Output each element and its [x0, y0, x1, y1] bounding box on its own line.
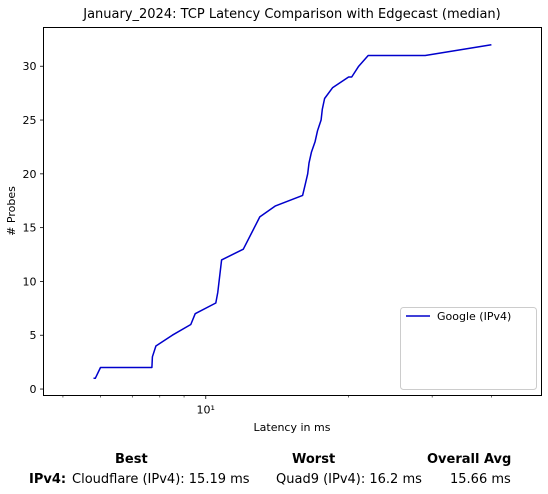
y-axis-ticks: 0 5 10 15 20 25 30: [23, 60, 44, 396]
series-line-0: [93, 43, 492, 380]
summary-best-header: Best: [115, 452, 148, 467]
plot-lines: [93, 43, 492, 380]
y-tick-label: 15: [23, 222, 37, 235]
summary-row-label: IPv4:: [29, 472, 67, 487]
y-tick-label: 30: [23, 60, 37, 73]
y-tick-label: 10: [23, 275, 37, 288]
y-tick-label: 20: [23, 168, 37, 181]
y-axis-label: # Probes: [5, 186, 18, 236]
legend-box: [400, 307, 537, 390]
y-tick-label: 25: [23, 114, 37, 127]
legend-label-0: Google (IPv4): [437, 310, 511, 323]
y-tick-label: 5: [30, 329, 37, 342]
latency-chart: January_2024: TCP Latency Comparison wit…: [5, 7, 542, 434]
summary-worst-header: Worst: [292, 452, 336, 467]
summary-worst-value: Quad9 (IPv4): 16.2 ms: [276, 472, 422, 487]
x-tick-label: 10¹: [197, 404, 215, 417]
plot-frame: [43, 27, 542, 396]
summary-best-value: Cloudflare (IPv4): 15.19 ms: [72, 472, 250, 487]
y-tick-label: 0: [30, 383, 37, 396]
x-axis-ticks: 10¹: [62, 395, 492, 417]
summary-avg-value: 15.66 ms: [450, 472, 511, 487]
summary-table: Best Worst Overall Avg IPv4: Cloudflare …: [0, 448, 548, 494]
chart-title: January_2024: TCP Latency Comparison wit…: [82, 7, 501, 22]
summary-avg-header: Overall Avg: [427, 452, 512, 467]
legend: Google (IPv4): [400, 307, 537, 390]
x-axis-label: Latency in ms: [254, 421, 331, 434]
